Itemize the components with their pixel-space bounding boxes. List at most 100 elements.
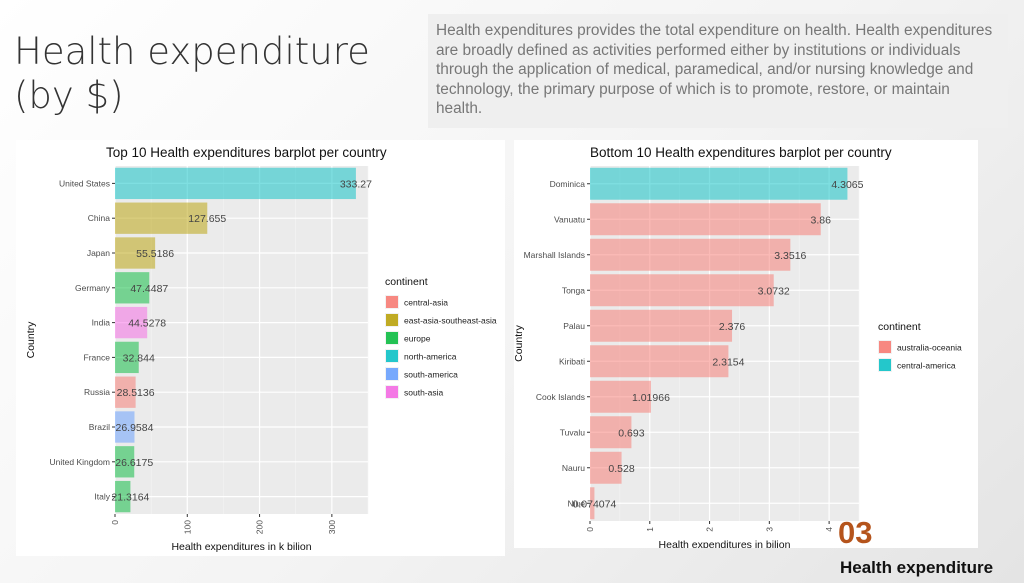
bar-value-label: 1.01966 [632,392,670,404]
y-tick-label: Tuvalu [560,427,585,437]
bar [590,274,774,307]
bar [590,345,729,378]
bar [590,167,848,200]
x-tick-label: 0 [110,520,120,525]
legend-label: south-america [404,370,458,380]
bar-value-label: 28.5136 [117,387,155,399]
chart-title: Bottom 10 Health expenditures barplot pe… [590,145,892,160]
y-tick-label: France [84,352,111,362]
bar-value-label: 47.4487 [130,283,168,295]
bar-value-label: 26.9584 [116,422,154,434]
x-tick-label: 4 [824,527,834,532]
y-tick-label: Italy [94,492,110,502]
bar-value-label: 26.6175 [115,457,153,469]
bar-value-label: 127.655 [188,213,226,225]
x-axis-title: Health expenditures in bilion [659,539,791,548]
bar [115,411,135,443]
bar [115,446,135,478]
legend-label: central-asia [404,298,448,308]
bar [590,309,733,342]
bar [115,306,148,339]
section-number: 03 [838,515,873,550]
description-box: Health expenditures provides the total e… [428,14,1008,128]
legend-title: continent [385,276,428,288]
bar [115,272,150,304]
x-axis-title: Health expenditures in k bilion [171,541,311,553]
bar [115,202,208,234]
x-tick-label: 0 [585,527,595,532]
y-tick-label: Marshall Islands [524,250,585,260]
bottom10-bar-chart: Bottom 10 Health expenditures barplot pe… [513,145,962,551]
legend-label: central-america [897,361,956,371]
bar-value-label: 2.376 [719,321,745,333]
x-tick-label: 200 [255,520,265,534]
y-tick-label: Niue [568,498,586,508]
y-tick-label: Palau [563,321,585,331]
bar [115,376,136,408]
bar [590,238,791,271]
y-tick-label: Nauru [562,463,585,473]
y-tick-label: Kiribati [559,356,585,366]
y-tick-label: India [92,318,111,328]
bar [115,167,356,200]
top10-bar-chart: Top 10 Health expenditures barplot per c… [25,145,497,553]
legend-label: north-america [404,352,457,362]
legend-label: south-asia [404,388,443,398]
y-tick-label: Germany [75,283,111,293]
y-tick-label: Tonga [562,285,585,295]
y-tick-label: United Kingdom [50,457,110,467]
bottom10-chart-panel: Bottom 10 Health expenditures barplot pe… [513,140,978,551]
bar-value-label: 44.5278 [128,318,166,330]
slide-title: Health expenditure (by $) [14,30,370,117]
legend-swatch [386,296,398,308]
x-tick-label: 300 [327,520,337,534]
legend-label: east-asia-southeast-asia [404,316,497,326]
y-tick-label: China [88,213,110,223]
y-tick-label: Russia [84,387,110,397]
legend-title: continent [878,321,921,333]
legend-swatch [386,314,398,326]
bar [590,203,821,236]
bar [115,341,139,374]
section-title: Health expenditure [840,558,994,577]
y-tick-label: United States [59,178,110,188]
legend-swatch [879,341,891,353]
bar [590,487,595,520]
bar-value-label: 32.844 [123,352,155,364]
bar-value-label: 3.86 [811,214,832,226]
legend-swatch [386,350,398,362]
bar [590,380,651,413]
bar-value-label: 3.0732 [758,285,790,297]
legend-swatch [879,359,891,371]
chart-title: Top 10 Health expenditures barplot per c… [106,145,387,160]
x-tick-label: 1 [645,527,655,532]
bar-value-label: 0.693 [618,427,644,439]
bar-value-label: 0.528 [608,463,634,475]
bar-value-label: 2.3154 [712,356,744,368]
legend-swatch [386,386,398,398]
bar-value-label: 55.5186 [136,248,174,260]
legend-swatch [386,332,398,344]
x-tick-label: 3 [764,527,774,532]
top10-chart-panel: Top 10 Health expenditures barplot per c… [16,140,505,556]
bar-value-label: 0.074074 [573,498,617,510]
bar-value-label: 333.27 [340,178,372,190]
y-tick-label: Brazil [89,422,110,432]
bar [590,416,632,449]
y-axis-title: Country [514,324,525,362]
legend-label: australia-oceania [897,343,962,353]
bar [590,451,622,484]
legend-label: europe [404,334,431,344]
y-tick-label: Dominica [550,179,586,189]
bar [115,237,156,269]
y-tick-label: Japan [87,248,110,258]
x-tick-label: 100 [182,520,192,534]
bar-value-label: 21.3164 [111,492,149,504]
bar-value-label: 3.3516 [774,250,806,262]
bar [115,480,131,513]
y-tick-label: Vanuatu [554,214,585,224]
y-tick-label: Cook Islands [536,392,585,402]
bar-value-label: 4.3065 [831,179,863,191]
x-tick-label: 2 [705,527,715,532]
legend-swatch [386,368,398,380]
